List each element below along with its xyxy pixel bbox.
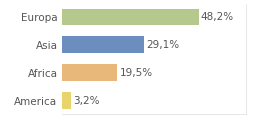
Text: 3,2%: 3,2%: [73, 96, 99, 106]
Bar: [62, 36, 144, 53]
Bar: [62, 64, 117, 81]
Text: 48,2%: 48,2%: [201, 12, 234, 22]
Text: 29,1%: 29,1%: [147, 40, 180, 50]
Bar: [62, 9, 199, 25]
Text: 19,5%: 19,5%: [119, 68, 152, 78]
Bar: [62, 92, 71, 109]
